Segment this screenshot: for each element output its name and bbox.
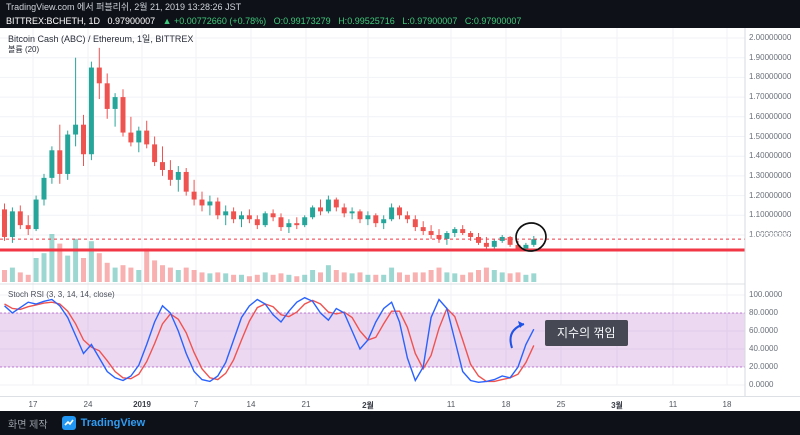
chart-canvas[interactable] <box>0 28 800 396</box>
symbol-high: H:0.99525716 <box>338 16 395 26</box>
date-label: 7 <box>193 400 199 409</box>
date-label: 17 <box>28 400 38 409</box>
date-label: 25 <box>556 400 566 409</box>
price-axis-label: 1.40000000 <box>749 151 792 161</box>
tradingview-logo-text: TradingView <box>80 417 146 429</box>
publish-info-text: TradingView.com 에서 퍼블리쉬, 2월 21, 2019 13:… <box>6 2 242 12</box>
date-label: 11 <box>668 400 678 409</box>
publish-info-bar: TradingView.com 에서 퍼블리쉬, 2월 21, 2019 13:… <box>0 0 800 14</box>
date-label: 24 <box>83 400 93 409</box>
price-axis-label: 2.00000000 <box>749 33 792 42</box>
date-label: 2월 <box>362 401 374 410</box>
price-axis-label: 1.20000000 <box>749 190 792 200</box>
tradingview-logo[interactable]: TradingView <box>61 416 146 430</box>
date-axis[interactable]: 17 24 2019 7 14 21 2월 11 18 25 3월 11 18 <box>0 396 800 412</box>
date-label: 14 <box>246 400 256 409</box>
chart-legend-title: Bitcoin Cash (ABC) / Ethereum, 1일, BITTR… <box>8 34 194 44</box>
stoch-axis-label: 20.0000 <box>749 362 778 371</box>
annotation-tooltip: 지수의 꺾임 <box>545 320 628 346</box>
price-axis-label: 1.90000000 <box>749 52 792 62</box>
symbol-info-bar: BITTREX:BCHETH, 1D 0.97900007 ▲ +0.00772… <box>0 14 800 28</box>
date-label: 2019 <box>133 400 151 409</box>
price-axis-label: 1.60000000 <box>749 111 792 121</box>
date-label: 18 <box>501 400 511 409</box>
price-axis-label: 1.80000000 <box>749 72 792 82</box>
symbol-close: C:0.97900007 <box>464 16 522 26</box>
footer-credit: 화면 제작 <box>8 419 48 431</box>
price-axis-label: 1.50000000 <box>749 131 792 141</box>
date-label: 18 <box>722 400 732 409</box>
symbol-change: ▲ +0.00772660 (+0.78%) <box>162 16 267 26</box>
price-axis-label: 1.00000000 <box>749 230 792 239</box>
annotation-tooltip-text: 지수의 꺾임 <box>557 326 616 340</box>
price-axis-label: 1.30000000 <box>749 170 792 180</box>
date-label: 11 <box>446 400 456 409</box>
symbol-price: 0.97900007 <box>107 16 156 26</box>
price-axis-label: 1.10000000 <box>749 210 792 220</box>
price-axis-label: 1.70000000 <box>749 92 792 102</box>
stoch-rsi-legend: Stoch RSI (3, 3, 14, 14, close) <box>8 290 115 299</box>
stoch-axis-label: 0.0000 <box>749 380 774 389</box>
drawn-line-price-badge: 0.92395891 <box>751 247 794 256</box>
last-price-badge: 0.97900007 <box>751 232 794 241</box>
date-label: 21 <box>301 400 311 409</box>
volume-legend: 볼륨 (20) <box>8 45 40 54</box>
symbol-name: BITTREX:BCHETH, 1D <box>6 16 101 26</box>
tradingview-logo-icon <box>61 416 76 430</box>
symbol-open: O:0.99173279 <box>273 16 331 26</box>
stoch-axis-label: 100.0000 <box>749 290 783 299</box>
stoch-axis-label: 40.0000 <box>749 344 778 353</box>
symbol-low: L:0.97900007 <box>402 16 458 26</box>
date-label: 3월 <box>611 401 623 410</box>
footer-bar: 화면 제작 TradingView <box>0 411 800 435</box>
stoch-axis-label: 80.0000 <box>749 308 778 317</box>
stoch-axis-label: 60.0000 <box>749 326 778 335</box>
chart-area[interactable]: Bitcoin Cash (ABC) / Ethereum, 1일, BITTR… <box>0 28 800 396</box>
